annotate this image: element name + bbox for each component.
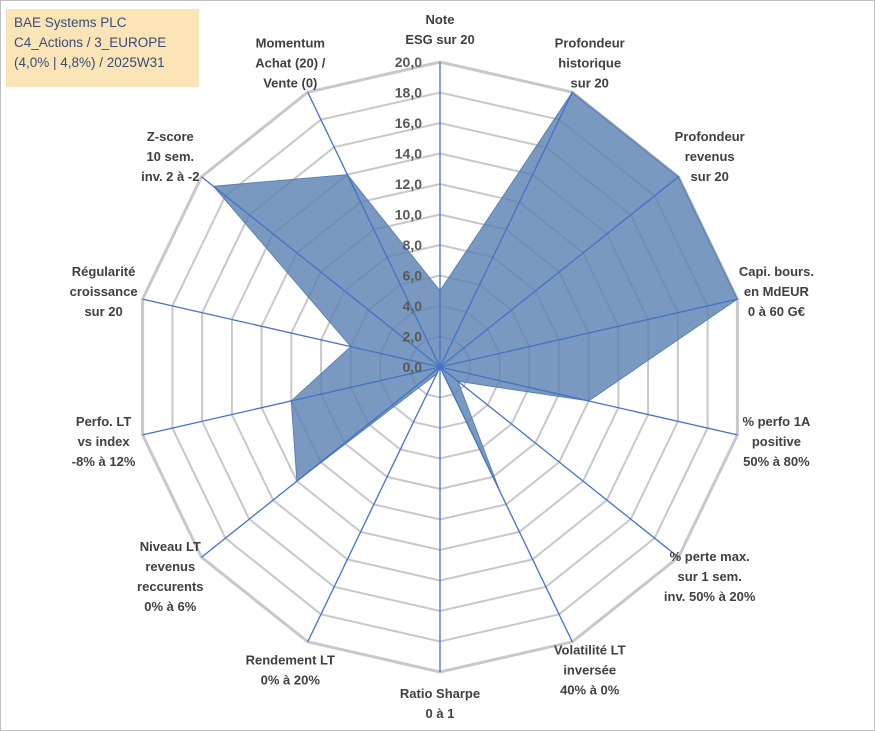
axis-label-line: -8% à 12% [72, 454, 136, 469]
tick-label: 10,0 [395, 207, 422, 223]
axis-label-line: sur 20 [691, 169, 729, 184]
tick-label: 0,0 [403, 359, 423, 375]
axis-label-line: 0% à 20% [261, 673, 321, 688]
axis-label-line: Volatilité LT [554, 643, 626, 658]
axis-label: Ratio Sharpe 0 à 1 [400, 686, 480, 721]
tick-label: 6,0 [403, 268, 423, 284]
tick-label: 16,0 [395, 115, 422, 131]
axis-label-line: Vente (0) [263, 75, 317, 90]
axis-label-line: revenus [685, 149, 735, 164]
radar-tick-labels: 0,0 2,0 4,0 6,0 8,0 10,0 12,0 14,0 16,0 18,0 20,0 [395, 54, 422, 375]
axis-label-line: Achat (20) / [255, 55, 325, 70]
radar-series [212, 91, 739, 492]
tick-label: 18,0 [395, 85, 422, 101]
axis-label-line: Ratio Sharpe [400, 686, 480, 701]
tick-label: 8,0 [403, 237, 423, 253]
axis-label: Momentum Achat (20) / Vente (0) [255, 35, 325, 90]
axis-label-line: 0 à 1 [426, 706, 455, 721]
axis-label: Z-score 10 sem. inv. 2 à -2 [141, 129, 199, 184]
axis-label: Rendement LT 0% à 20% [246, 653, 335, 688]
axis-spoke [201, 366, 441, 558]
tick-label: 4,0 [403, 298, 423, 314]
axis-label-line: 0% à 6% [144, 599, 196, 614]
axis-label-line: inversée [563, 663, 616, 678]
axis-label-line: vs index [78, 434, 131, 449]
axis-label-line: sur 20 [571, 75, 609, 90]
axis-label: Note ESG sur 20 [405, 12, 474, 47]
axis-label-line: sur 1 sem. [678, 569, 742, 584]
axis-label-line: % perfo 1A [742, 414, 811, 429]
axis-spoke [142, 366, 441, 436]
axis-spoke [439, 366, 679, 558]
tick-label: 14,0 [395, 146, 422, 162]
axis-spoke [439, 176, 679, 368]
axis-label-line: Régularité [72, 264, 136, 279]
axis-label-line: Profondeur [675, 129, 745, 144]
axis-spoke [439, 366, 738, 436]
axis-label-line: Note [426, 12, 455, 27]
axis-spoke [307, 366, 441, 643]
axis-spoke [307, 91, 441, 368]
axis-label-line: 40% à 0% [560, 683, 620, 698]
axis-label-line: Capi. bours. [739, 264, 814, 279]
axis-label: Régularité croissance sur 20 [70, 264, 138, 319]
tick-label: 2,0 [403, 329, 423, 345]
title-line-stats: (4,0% | 4,8%) / 2025W31 [14, 55, 165, 70]
axis-label-line: Profondeur [555, 35, 625, 50]
axis-label-line: revenus [145, 559, 195, 574]
axis-label-line: 0 à 60 G€ [748, 304, 805, 319]
axis-label-line: inv. 50% à 20% [664, 589, 756, 604]
axis-spoke [439, 91, 573, 368]
axis-label-line: historique [558, 55, 621, 70]
axis-label-line: inv. 2 à -2 [141, 169, 199, 184]
tick-label: 20,0 [395, 54, 422, 70]
axis-label: Volatilité LT inversée 40% à 0% [554, 643, 626, 698]
axis-label-line: Z-score [147, 129, 194, 144]
axis-label: Profondeur revenus sur 20 [675, 129, 745, 184]
title-box: BAE Systems PLC C4_Actions / 3_EUROPE (4… [6, 9, 199, 87]
axis-label-line: Rendement LT [246, 653, 335, 668]
axis-spoke [142, 298, 441, 368]
axis-label-line: Niveau LT [140, 539, 201, 554]
axis-label-line: Momentum [256, 35, 325, 50]
axis-label: Profondeur historique sur 20 [555, 35, 625, 90]
axis-label-line: en MdEUR [744, 284, 810, 299]
radar-axis-labels: Note ESG sur 20 Profondeur historique sur 20… [70, 12, 814, 721]
axis-label-line: 50% à 80% [743, 454, 810, 469]
axis-label-line: Perfo. LT [76, 414, 131, 429]
axis-label-line: ESG sur 20 [405, 32, 474, 47]
axis-label-line: positive [752, 434, 801, 449]
axis-spoke [201, 176, 441, 368]
axis-label: % perfo 1A positive 50% à 80% [742, 414, 811, 469]
axis-label: Niveau LT revenus reccurents 0% à 6% [137, 539, 203, 614]
axis-label: Perfo. LT vs index -8% à 12% [72, 414, 136, 469]
axis-label: % perte max. sur 1 sem. inv. 50% à 20% [664, 549, 756, 604]
axis-label-line: reccurents [137, 579, 203, 594]
axis-label-line: croissance [70, 284, 138, 299]
axis-label-line: % perte max. [670, 549, 750, 564]
title-line-category: C4_Actions / 3_EUROPE [14, 35, 167, 50]
axis-spoke [439, 366, 573, 643]
axis-label-line: 10 sem. [146, 149, 194, 164]
axis-spoke [439, 298, 738, 368]
title-line-company: BAE Systems PLC [14, 15, 127, 30]
tick-label: 12,0 [395, 176, 422, 192]
series-area [212, 91, 739, 491]
radar-spokes [142, 62, 738, 672]
axis-label-line: sur 20 [84, 304, 122, 319]
axis-label: Capi. bours. en MdEUR 0 à 60 G€ [739, 264, 814, 319]
